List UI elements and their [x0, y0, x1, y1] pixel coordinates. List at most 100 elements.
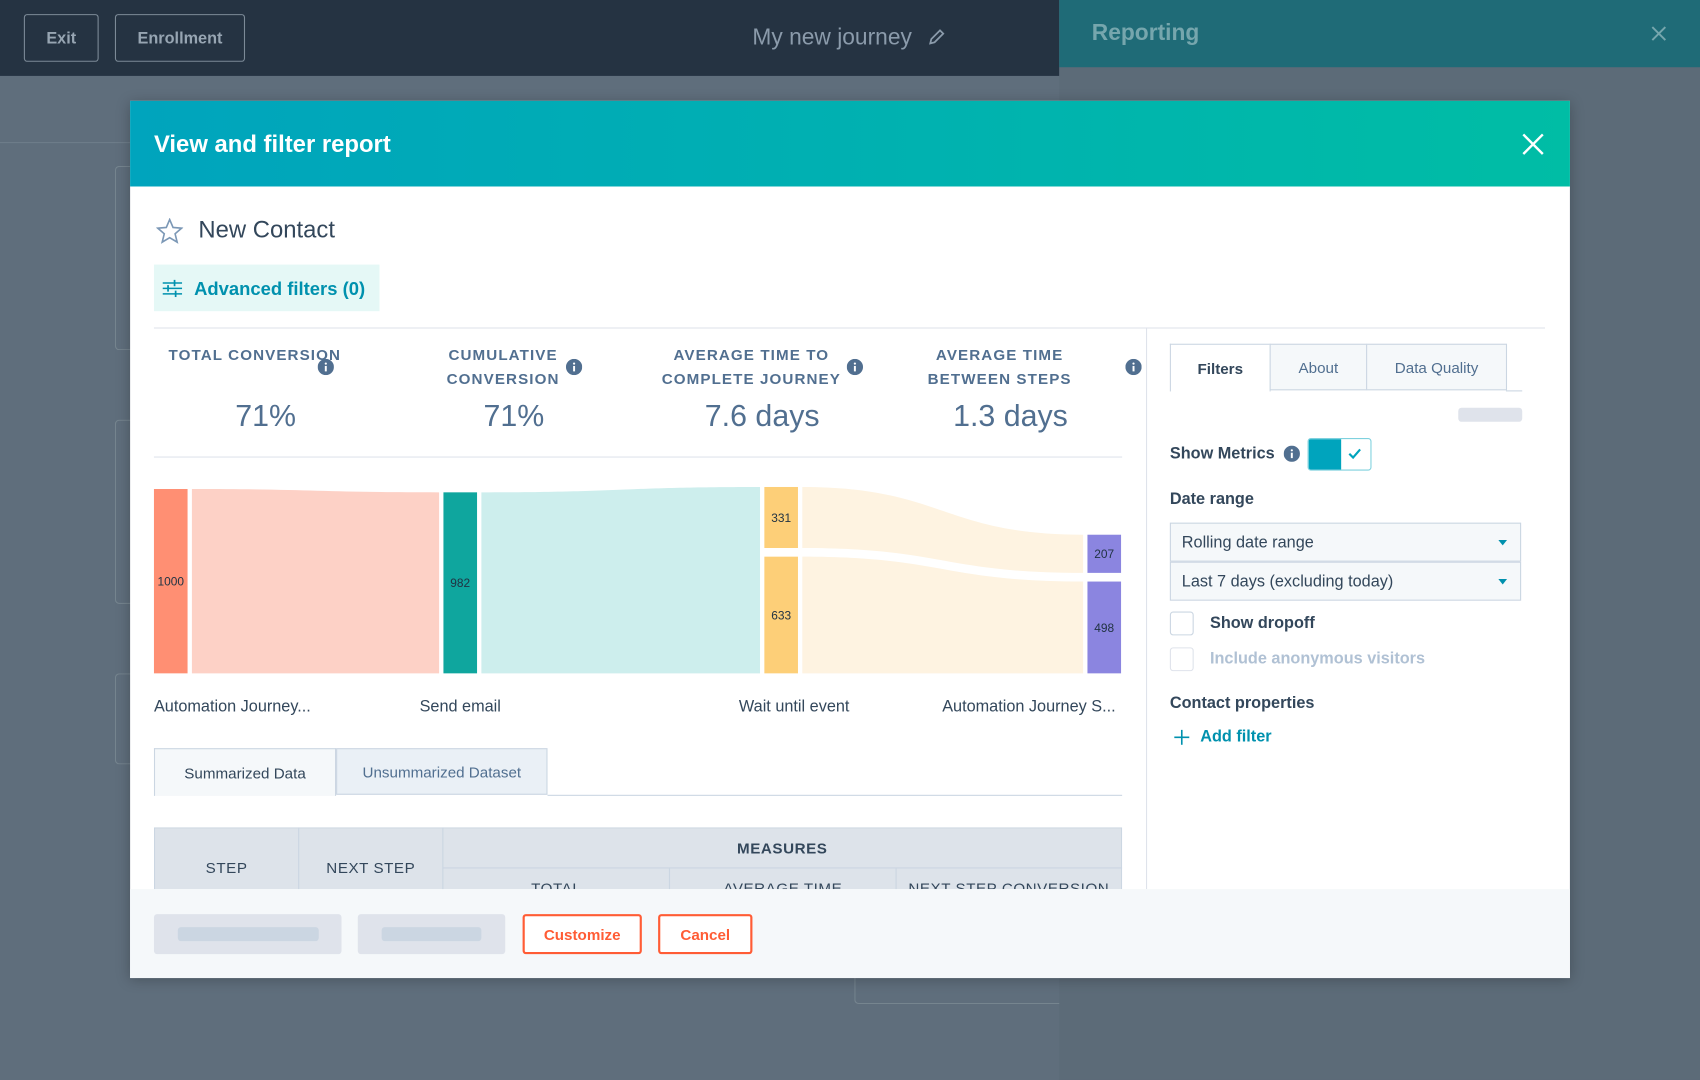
dropoff-label: Show dropoff: [1209, 613, 1315, 633]
advanced-filters-button[interactable]: [153, 264, 380, 312]
filter-icon: [162, 279, 183, 298]
funnel-node-label: 633: [771, 608, 791, 622]
check-icon: [1348, 448, 1361, 460]
metric-label: CUMULATIVE CONVERSION: [446, 345, 560, 388]
sidebar-tab[interactable]: Data Quality: [1366, 343, 1508, 391]
date-range-value: Rolling date range: [1181, 532, 1314, 552]
funnel-node: [764, 486, 798, 548]
date-range-select[interactable]: Rolling date range: [1169, 522, 1522, 562]
journey-title: My new journey: [752, 24, 912, 50]
funnel-node: [443, 492, 478, 674]
info-icon: [1283, 445, 1300, 462]
anonymous-label: Include anonymous visitors: [1209, 649, 1426, 668]
advanced-filters-label: Advanced filters (0): [194, 278, 366, 300]
funnel-node-label: 498: [1094, 621, 1114, 635]
divider: [547, 794, 1123, 796]
decoration: [929, 29, 945, 45]
customize-button[interactable]: Customize: [522, 914, 642, 955]
metric-value: 7.6 days: [704, 399, 820, 433]
decoration: [177, 927, 319, 942]
decoration: [1348, 448, 1361, 460]
funnel-node-label: 207: [1094, 547, 1114, 561]
table-subheader: NEXT STEP CONVERSION: [895, 867, 1123, 890]
period-value: Last 7 days (excluding today): [1181, 571, 1394, 591]
funnel-chart: 1000 Automation Journey... 982 Send email 33…: [153, 486, 1122, 715]
decoration: [167, 279, 177, 298]
divider: [1505, 390, 1523, 392]
modal-footer: [130, 889, 1570, 979]
metric-value: 71%: [235, 399, 297, 433]
decoration: [1498, 539, 1508, 546]
contact-properties-label: Contact properties: [1169, 693, 1315, 713]
funnel-step-label: Send email: [420, 697, 501, 715]
topbar: [0, 0, 1060, 76]
show-metrics-label: Show Metrics: [1169, 444, 1275, 463]
funnel-flow: [481, 486, 761, 674]
decoration: [1290, 449, 1293, 452]
placeholder-button: [153, 914, 342, 955]
funnel-flow: [802, 556, 1084, 674]
info-icon: [1125, 358, 1142, 376]
modal-header: [130, 100, 1570, 187]
funnel-step-label: Automation Journey...: [154, 697, 311, 715]
favorite-star[interactable]: [156, 217, 184, 244]
decoration: [381, 927, 482, 942]
tab-unsummarized[interactable]: Unsummarized Dataset: [336, 748, 548, 795]
side-panel-header: [1059, 0, 1700, 68]
sidebar-tab[interactable]: About: [1269, 343, 1368, 391]
decoration: [1174, 729, 1190, 745]
info-point: [1132, 362, 1135, 365]
side-panel-close[interactable]: [1650, 25, 1667, 42]
table-header: NEXT STEP: [298, 827, 444, 890]
modal-close[interactable]: [1521, 132, 1545, 156]
decoration: [1522, 133, 1544, 155]
info-point: [853, 362, 856, 365]
info-icon: [565, 358, 583, 376]
info-bar: [573, 365, 576, 372]
tab-summarized[interactable]: Summarized Data: [153, 748, 337, 796]
decoration: [1290, 452, 1293, 459]
side-panel-title: Reporting: [1091, 20, 1200, 46]
info-point: [572, 362, 576, 365]
plus-icon: [1174, 729, 1190, 745]
placeholder: [1458, 407, 1523, 422]
table-subheader: AVERAGE TIME: [668, 867, 897, 890]
decoration: [1651, 26, 1667, 41]
metric-value: 71%: [483, 399, 545, 433]
funnel-flow: [191, 489, 440, 674]
divider: [1145, 327, 1148, 890]
funnel-node: [764, 556, 798, 674]
enrollment-button[interactable]: Enrollment: [114, 14, 246, 62]
modal-title: View and filter report: [153, 130, 391, 158]
metric-label: AVERAGE TIME BETWEEN STEPS: [927, 345, 1072, 388]
funnel-flow: [802, 486, 1084, 573]
table-header: STEP: [153, 827, 300, 890]
table-group-header: MEASURES: [442, 827, 1123, 869]
info-icon: [846, 358, 864, 376]
add-filter-link[interactable]: Add filter: [1200, 727, 1272, 746]
funnel-node-label: 1000: [158, 575, 185, 589]
placeholder-button: [357, 914, 506, 955]
show-metrics-toggle[interactable]: [1307, 438, 1372, 471]
divider: [153, 327, 1545, 329]
info-bar: [853, 365, 856, 372]
funnel-node-label: 331: [771, 511, 791, 525]
metric-label: TOTAL CONVERSION: [168, 345, 342, 364]
exit-button[interactable]: Exit: [23, 14, 99, 62]
funnel-step-label: Automation Journey S...: [942, 697, 1115, 715]
anonymous-checkbox[interactable]: [1169, 647, 1194, 672]
period-select[interactable]: Last 7 days (excluding today): [1169, 561, 1522, 601]
divider: [153, 456, 1123, 458]
funnel-node: [1087, 581, 1122, 674]
funnel-node-label: 982: [450, 576, 470, 590]
table-subheader: TOTAL: [442, 867, 671, 890]
decoration: [1498, 579, 1508, 585]
info-bar: [1132, 365, 1135, 372]
info-icon: [317, 358, 334, 376]
dropoff-checkbox[interactable]: [1169, 611, 1194, 636]
sidebar-tab[interactable]: Filters: [1169, 343, 1271, 392]
cancel-button[interactable]: Cancel: [658, 914, 753, 955]
